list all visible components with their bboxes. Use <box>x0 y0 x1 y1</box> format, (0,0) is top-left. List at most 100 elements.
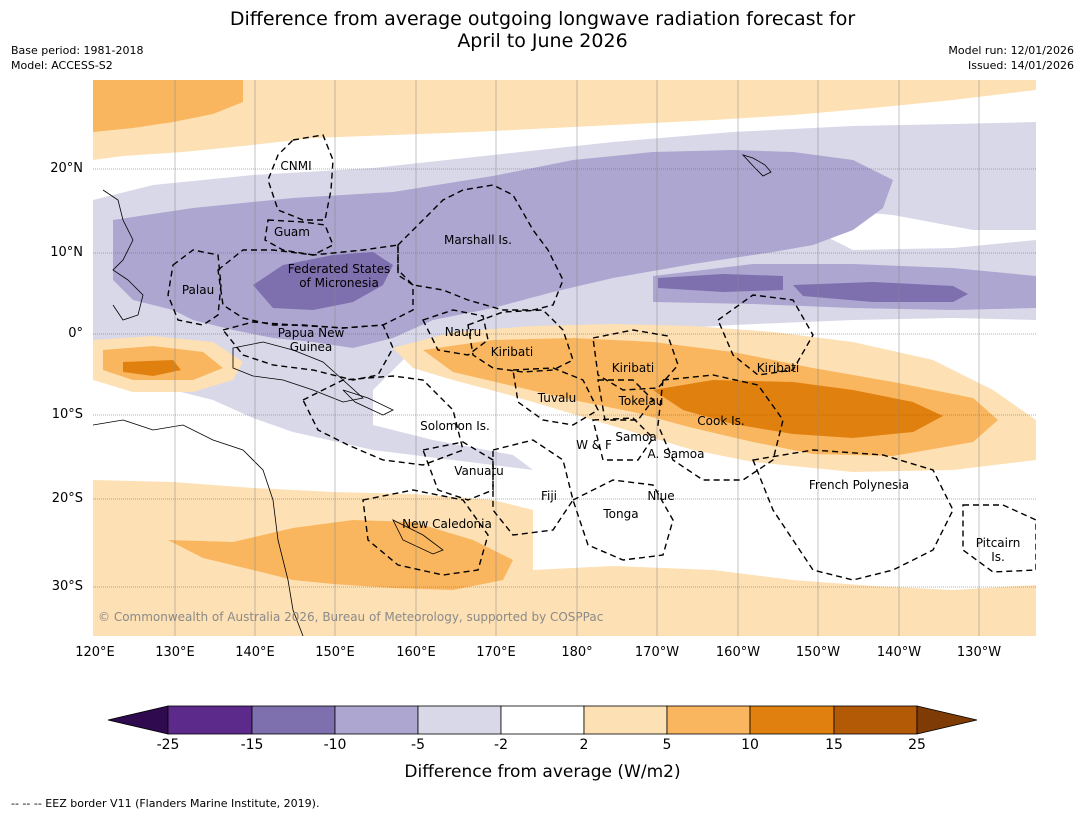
label-tonga: Tonga <box>603 507 639 521</box>
label-fsm-line2: of Micronesia <box>299 276 379 290</box>
colorbar-tick-7: 5 <box>662 737 672 753</box>
lon-label-170e: 170°E <box>476 645 516 660</box>
anomaly-region-nw-orange <box>93 80 243 132</box>
model-run: Model run: 12/01/2026 <box>948 44 1074 57</box>
eez-borders <box>167 134 1036 581</box>
issued-date: Issued: 14/01/2026 <box>967 59 1074 72</box>
label-fsm: Federated States of Micronesia <box>288 262 390 290</box>
anomaly-region-dark-purple-central <box>658 274 783 292</box>
colorbar-extend-high <box>916 705 978 735</box>
eez-png <box>221 321 394 381</box>
colorbar-segment-6 <box>583 705 668 735</box>
coastline-philippines <box>102 189 144 321</box>
lon-label-150w: 150°W <box>795 645 841 660</box>
label-tokelau: Tokelau <box>618 394 664 408</box>
coastline-new-caledonia <box>392 519 444 555</box>
gridlines-lon <box>174 80 980 636</box>
colorbar-tick-3: -10 <box>323 737 347 753</box>
eez-solomons <box>302 375 464 466</box>
colorbar-segment-9 <box>833 705 918 735</box>
lon-label-150e: 150°E <box>315 645 355 660</box>
label-guam: Guam <box>274 225 310 239</box>
lat-label-10s: 10°S <box>51 407 83 422</box>
lon-label-160e: 160°E <box>396 645 436 660</box>
anomaly-region-dark-orange-core <box>653 380 943 438</box>
eez-french-polynesia <box>752 449 954 581</box>
map-title-line2: April to June 2026 <box>457 30 628 52</box>
lon-label-140e: 140°E <box>235 645 275 660</box>
label-niue: Niue <box>647 489 675 503</box>
eez-niue-tonga <box>572 479 674 561</box>
label-pitcairn: Pitcairn Is. <box>976 536 1021 564</box>
label-french-polynesia: French Polynesia <box>808 478 910 492</box>
label-new-caledonia: New Caledonia <box>402 517 492 531</box>
anomaly-region-south-light-orange-east <box>533 566 1036 636</box>
eez-new-caledonia <box>362 489 489 576</box>
label-fiji: Fiji <box>540 489 558 503</box>
label-png: Papua New Guinea <box>278 326 345 354</box>
colorbar-tick-6: 2 <box>579 737 589 753</box>
label-kiribati-central: Kiribati <box>611 361 655 375</box>
lon-label-160w: 160°W <box>715 645 761 660</box>
label-png-line2: Guinea <box>289 340 333 354</box>
label-fsm-line1: Federated States <box>287 262 391 276</box>
label-nauru: Nauru <box>444 325 482 339</box>
eez-kiribati-central <box>592 329 679 391</box>
eez-kiribati-west <box>467 309 574 373</box>
lat-label-20n: 20°N <box>50 161 83 176</box>
map-title: Difference from average outgoing longwav… <box>0 8 1085 52</box>
lon-label-170w: 170°W <box>634 645 680 660</box>
meta-left: Base period: 1981-2018 Model: ACCESS-S2 <box>11 43 143 73</box>
lon-label-180: 180° <box>561 645 593 660</box>
label-palau: Palau <box>181 283 215 297</box>
colorbar-tick-1: -25 <box>156 737 180 753</box>
coastline-solomons <box>342 389 394 416</box>
lat-label-30s: 30°S <box>51 579 83 594</box>
coastline-australia-north <box>93 419 304 636</box>
map-panel <box>93 80 1036 636</box>
colorbar-tick-8: 10 <box>741 737 759 753</box>
label-kiribati-west: Kiribati <box>490 345 534 359</box>
lon-label-130w: 130°W <box>956 645 1002 660</box>
anomaly-region-west-dark-orange <box>123 360 181 376</box>
eez-vanuatu <box>422 441 494 501</box>
eez-pitcairn <box>962 504 1036 573</box>
coastlines <box>93 154 772 636</box>
eez-tuvalu <box>512 367 599 426</box>
eez-palau <box>167 249 222 326</box>
eez-samoa <box>592 417 654 461</box>
label-wf: W & F <box>576 438 612 452</box>
label-cnmi: CNMI <box>280 159 312 173</box>
colorbar-title: Difference from average (W/m2) <box>404 762 681 782</box>
anomaly-region-north-light-orange <box>93 80 1036 160</box>
lat-label-20s: 20°S <box>51 491 83 506</box>
eez-footnote: -- -- -- EEZ border V11 (Flanders Marine… <box>11 797 320 810</box>
eez-nauru <box>422 309 489 356</box>
colorbar-tick-9: 15 <box>825 737 843 753</box>
label-tuvalu: Tuvalu <box>537 391 577 405</box>
anomaly-region-dark-purple-east <box>793 282 968 302</box>
eez-cnmi <box>267 134 334 221</box>
anomaly-map <box>93 80 1036 636</box>
label-marshall: Marshall Is. <box>444 233 512 247</box>
colorbar-tick-10: 25 <box>908 737 926 753</box>
colorbar-segment-2 <box>251 705 336 735</box>
colorbar-tick-4: -5 <box>411 737 425 753</box>
colorbar <box>107 705 978 735</box>
base-period: Base period: 1981-2018 <box>11 44 144 57</box>
lat-label-0: 0° <box>68 326 83 341</box>
lon-label-140w: 140°W <box>876 645 922 660</box>
colorbar-extend-low <box>107 705 169 735</box>
eez-cook <box>657 374 784 481</box>
coastline-hawaii <box>741 154 772 177</box>
eez-fiji <box>492 439 574 536</box>
lat-label-10n: 10°N <box>50 245 83 260</box>
label-pitcairn-line1: Pitcairn <box>975 536 1021 550</box>
colorbar-segment-7 <box>666 705 751 735</box>
colorbar-tick-2: -15 <box>240 737 264 753</box>
label-kiribati-east: Kiribati <box>756 361 800 375</box>
model-name: Model: ACCESS-S2 <box>11 59 113 72</box>
eez-fsm <box>217 244 414 329</box>
label-cook: Cook Is. <box>697 414 745 428</box>
colorbar-segment-1 <box>167 705 253 735</box>
